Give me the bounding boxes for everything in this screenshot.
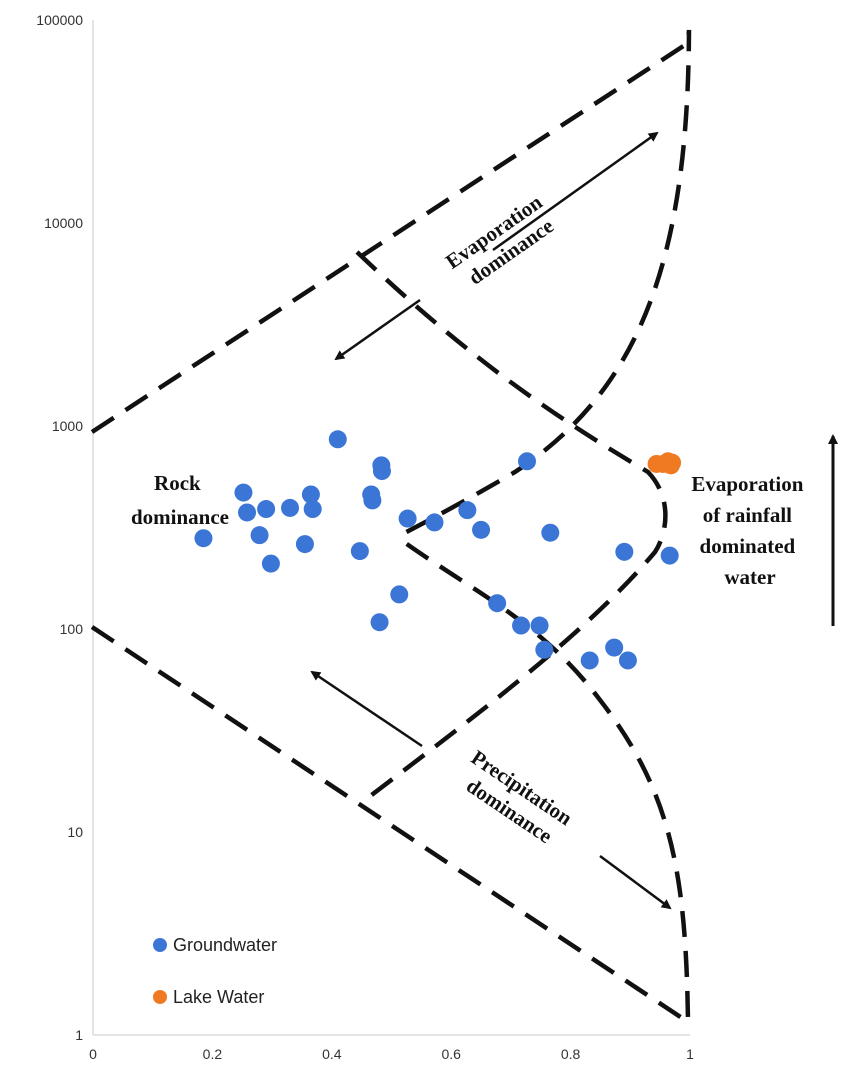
groundwater-point [512, 616, 531, 635]
evaporation-rainfall-label: Evaporation of rainfall dominated water [691, 472, 808, 589]
y-tick-label: 10000 [44, 215, 83, 231]
x-tick-label: 0.6 [441, 1046, 461, 1062]
groundwater-point [350, 542, 369, 561]
groundwater-point [390, 585, 409, 604]
evaporation-dominance-label: Evaporation dominance [441, 187, 566, 295]
groundwater-point [615, 542, 634, 561]
rock-dominance-label: Rock dominance [131, 471, 229, 529]
groundwater-point [370, 613, 389, 632]
legend: Groundwater Lake Water [153, 935, 277, 1007]
evaporation-rainfall-line-3: dominated [700, 534, 796, 558]
groundwater-point [234, 483, 253, 502]
legend-groundwater-marker [153, 938, 167, 952]
groundwater-point [363, 491, 382, 510]
legend-lake-water-marker [153, 990, 167, 1004]
groundwater-point [541, 523, 560, 542]
axes [92, 20, 690, 1036]
evaporation-rainfall-line-1: Evaporation [691, 472, 803, 496]
precipitation-arrow-up [310, 670, 423, 748]
evaporation-arrow-up [492, 131, 659, 252]
groundwater-point [518, 452, 537, 471]
boundary-curves [90, 29, 692, 1027]
groundwater-point [328, 430, 347, 449]
lower-envelope-curve [90, 535, 691, 1027]
groundwater-point [194, 529, 213, 548]
groundwater-point [618, 651, 637, 670]
groundwater-point [472, 520, 491, 539]
groundwater-point [398, 509, 417, 528]
precipitation-dominance-label: Precipitation dominance [452, 745, 581, 854]
groundwater-point [425, 513, 444, 532]
y-tick-label: 1 [75, 1027, 83, 1043]
groundwater-point [295, 535, 314, 554]
groundwater-point [303, 500, 322, 519]
groundwater-point [372, 462, 391, 481]
lake-water-point [663, 453, 682, 472]
rock-label-line-2: dominance [131, 505, 229, 529]
evaporation-rainfall-line-2: of rainfall [703, 503, 792, 527]
groundwater-point [250, 526, 269, 545]
x-tick-label: 1 [686, 1046, 694, 1062]
groundwater-point [535, 640, 554, 659]
x-tick-label: 0.2 [203, 1046, 223, 1062]
evaporation-rainfall-line-4: water [724, 565, 775, 589]
groundwater-point [660, 546, 679, 565]
groundwater-point [488, 594, 507, 613]
legend-lake-water-label: Lake Water [173, 987, 264, 1007]
groundwater-point [257, 500, 276, 519]
evaporation-arrow-down [334, 298, 421, 361]
trend-arrows [310, 131, 838, 910]
x-tick-label: 0.4 [322, 1046, 342, 1062]
y-tick-label: 100 [60, 621, 84, 637]
x-tick-label: 0 [89, 1046, 97, 1062]
data-points [194, 430, 682, 670]
groundwater-point [605, 638, 624, 657]
region-labels: Evaporation dominance Rock dominance Eva… [131, 187, 808, 854]
groundwater-point [238, 503, 257, 522]
legend-groundwater-label: Groundwater [173, 935, 277, 955]
groundwater-point [301, 485, 320, 504]
rock-label-line-1: Rock [154, 471, 201, 495]
x-tick-label: 0.8 [561, 1046, 581, 1062]
groundwater-point [281, 498, 300, 517]
groundwater-point [580, 651, 599, 670]
x-tick-labels: 0 0.2 0.4 0.6 0.8 1 [89, 1046, 694, 1062]
y-tick-label: 10 [67, 824, 83, 840]
groundwater-point [458, 501, 477, 520]
precipitation-arrow-down [599, 854, 672, 910]
y-tick-label: 100000 [36, 12, 83, 28]
y-tick-labels: 1 10 100 1000 10000 100000 [36, 12, 83, 1043]
evaporation-divide-curve [355, 250, 668, 802]
groundwater-point [261, 554, 280, 573]
y-tick-label: 1000 [52, 418, 83, 434]
groundwater-point [530, 616, 549, 635]
